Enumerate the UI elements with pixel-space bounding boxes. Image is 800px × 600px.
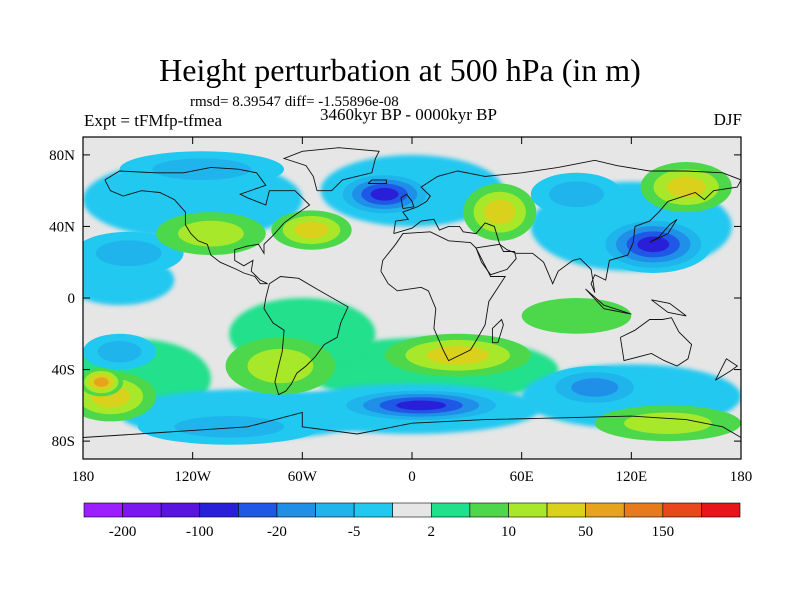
- experiment-label: Expt = tFMfp-tfmea: [84, 111, 223, 130]
- lon-tick-label: 180: [730, 469, 753, 485]
- lat-tick-label: 40N: [49, 219, 75, 235]
- field-contour: [426, 346, 490, 365]
- field-contour: [637, 236, 670, 253]
- field-contour: [370, 187, 399, 201]
- axis-layer: 80N 40N 0 40S 80S 180 120W 60W 0 60E 120E 180: [49, 137, 752, 485]
- colorbar-swatch: [701, 502, 741, 518]
- colorbar-swatch: [353, 502, 394, 518]
- contour-field-layer: [83, 137, 741, 459]
- field-contour: [178, 220, 244, 247]
- colorbar: -200 -100 -20 -5 2 10 50 150: [83, 502, 741, 540]
- colorbar-swatch: [392, 502, 432, 518]
- lon-tick-label: 60E: [510, 469, 534, 485]
- colorbar-label: 50: [578, 524, 593, 540]
- colorbar-label: 150: [652, 524, 675, 540]
- colorbar-label: -20: [267, 524, 287, 540]
- coastline: [380, 231, 507, 362]
- coastline: [475, 243, 517, 276]
- coastline: [649, 218, 678, 243]
- coastline: [585, 288, 632, 315]
- coastline: [651, 299, 687, 317]
- lon-tick-label: 120E: [615, 469, 647, 485]
- coastline: [367, 179, 387, 184]
- colorbar-label: 10: [501, 524, 516, 540]
- coastline: [400, 193, 415, 210]
- field-contour: [571, 378, 619, 397]
- colorbar-label: -100: [186, 524, 214, 540]
- coastline-layer: [83, 147, 741, 438]
- colorbar-swatch: [276, 502, 316, 518]
- colorbar-swatch: [546, 502, 586, 518]
- colorbar-swatch: [160, 502, 201, 518]
- colorbar-swatch: [623, 502, 664, 518]
- field-contour: [549, 181, 604, 208]
- lon-tick-label: 60W: [288, 469, 318, 485]
- lat-tick-label: 80S: [52, 434, 75, 450]
- field-contour: [247, 348, 314, 384]
- lon-tick-label: 120W: [174, 469, 212, 485]
- field-contour: [666, 176, 706, 198]
- coastline: [393, 159, 741, 293]
- colorbar-swatch: [508, 502, 548, 518]
- lat-tick-label: 40S: [52, 363, 75, 379]
- field-contour: [174, 416, 285, 438]
- field-contour: [396, 400, 447, 411]
- coastline: [104, 166, 311, 285]
- field-contour: [624, 412, 712, 434]
- coastline: [619, 317, 693, 367]
- season-label: DJF: [713, 110, 742, 129]
- lon-tick-label: 180: [72, 469, 95, 485]
- colorbar-swatch: [315, 502, 355, 518]
- colorbar-label: -200: [109, 524, 137, 540]
- colorbar-swatch: [662, 502, 702, 518]
- colorbar-swatch: [238, 502, 278, 518]
- map-title: Height perturbation at 500 hPa (in m): [159, 52, 641, 88]
- colorbar-label: 2: [428, 524, 436, 540]
- statistics-text: rmsd= 8.39547 diff= -1.55896e-08: [190, 94, 399, 110]
- field-contour: [484, 199, 516, 225]
- field-contour: [93, 377, 109, 387]
- coastline: [282, 147, 380, 192]
- field-contour: [521, 298, 632, 334]
- field-contour: [97, 340, 142, 363]
- lat-tick-label: 0: [68, 291, 76, 307]
- colorbar-swatch: [199, 502, 239, 518]
- coastline: [263, 276, 349, 396]
- colorbar-swatch: [585, 502, 625, 518]
- colorbar-swatch: [122, 502, 162, 518]
- period-label: 3460kyr BP - 0000kyr BP: [320, 105, 497, 124]
- field-contour: [294, 221, 329, 239]
- colorbar-swatch: [430, 502, 471, 518]
- colorbar-swatch: [83, 502, 123, 518]
- coastline: [491, 318, 504, 344]
- colorbar-swatch: [469, 502, 509, 518]
- coastline: [83, 411, 741, 438]
- lon-tick-label: 0: [408, 469, 416, 485]
- colorbar-label: -5: [348, 524, 361, 540]
- field-contour: [95, 240, 162, 267]
- lat-tick-label: 80N: [49, 148, 75, 164]
- coastline: [714, 358, 739, 381]
